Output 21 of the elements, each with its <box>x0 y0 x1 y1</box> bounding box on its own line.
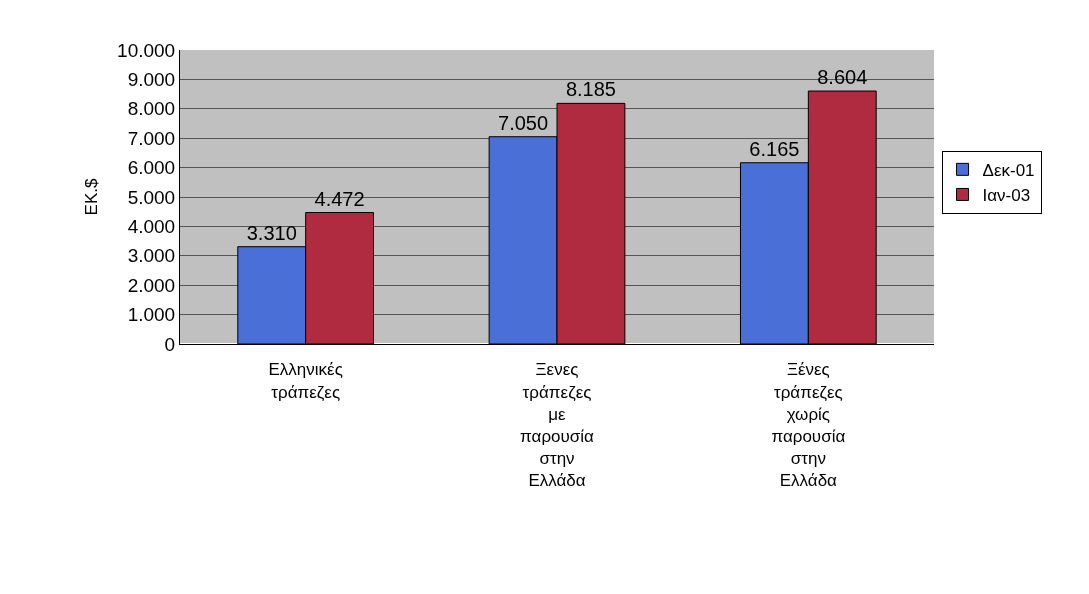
y-tick-label: 0 <box>164 333 176 355</box>
data-label: 7.050 <box>498 111 549 134</box>
y-tick-label: 6.000 <box>127 157 176 179</box>
x-tick-label: Ξένες τράπεζες χωρίς παρουσία στην Ελλάδα <box>771 360 846 490</box>
y-tick-label: 5.000 <box>127 186 176 208</box>
y-tick-label: 9.000 <box>127 69 176 91</box>
legend-label: Ιαν-03 <box>982 186 1031 206</box>
data-label: 3.310 <box>246 221 297 244</box>
x-tick-label: Ξενες τράπεζες με παρουσία στην Ελλάδα <box>520 360 595 490</box>
x-tick-label: Ελληνικές τράπεζες <box>268 360 343 402</box>
y-tick-label: 7.000 <box>127 127 176 149</box>
data-label: 8.185 <box>565 78 616 101</box>
y-tick-label: 4.000 <box>127 216 176 238</box>
y-tick-label: 1.000 <box>127 304 176 326</box>
y-tick-label: 3.000 <box>127 245 176 267</box>
y-tick-label: 10.000 <box>117 39 176 61</box>
data-label: 6.165 <box>749 137 800 160</box>
legend-label: Δεκ-01 <box>982 160 1035 180</box>
y-tick-label: 8.000 <box>127 98 176 120</box>
y-tick-label: 2.000 <box>127 274 176 296</box>
y-axis-title: ΕΚ.$ <box>81 178 101 216</box>
